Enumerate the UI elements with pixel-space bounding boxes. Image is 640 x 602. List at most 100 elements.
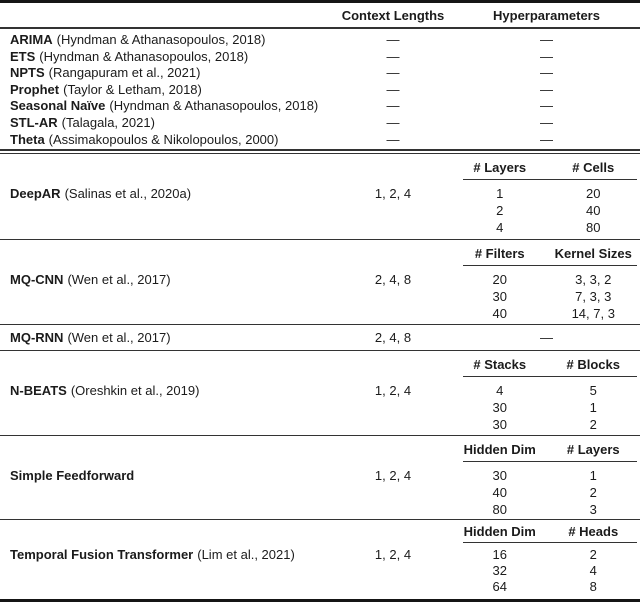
- model-name-cell: MQ-CNN (Wen et al., 2017): [0, 271, 333, 288]
- table-row: Simple Feedforward 1, 2, 4 30 1: [0, 467, 640, 484]
- context-length-value: 1, 2, 4: [374, 547, 412, 563]
- subcol-values: 32 4: [453, 563, 640, 579]
- subcol-header: Kernel Sizes: [554, 246, 632, 261]
- model-name-cell: [0, 202, 333, 219]
- subheader-spacer: [0, 524, 333, 539]
- subcol-header: # Layers: [566, 442, 620, 457]
- context-length-dash: —: [386, 65, 400, 81]
- table-row: MQ-RNN (Wen et al., 2017) 2, 4, 8 —: [0, 329, 640, 346]
- model-name-cell: Temporal Fusion Transformer (Lim et al., …: [0, 547, 333, 563]
- subheader-row: # Stacks # Blocks: [0, 351, 640, 376]
- hyperparameter-dash: —: [540, 330, 553, 345]
- model-name-cell: DeepAR (Salinas et al., 2020a): [0, 185, 333, 202]
- model-citation: (Rangapuram et al., 2021): [48, 65, 201, 81]
- table-row: Temporal Fusion Transformer (Lim et al., …: [0, 547, 640, 563]
- model-name-cell: [0, 399, 333, 416]
- table-row: STL-AR (Talagala, 2021) — —: [0, 115, 640, 132]
- section-body: Simple Feedforward 1, 2, 4 30 1 40 2 80 3: [0, 462, 640, 518]
- model-section: Hidden Dim # Layers Simple Feedforward 1, 2…: [0, 436, 640, 520]
- table-row: ARIMA (Hyndman & Athanasopoulos, 2018) — —: [0, 32, 640, 49]
- context-length-value: [333, 399, 453, 416]
- subcol-headers: # Stacks # Blocks: [453, 357, 640, 372]
- context-length-value: [333, 579, 453, 595]
- subcol-value: 14, 7, 3: [571, 306, 615, 322]
- model-name-cell: [0, 219, 333, 236]
- model-name-cell: [0, 416, 333, 433]
- model-citation: (Talagala, 2021): [61, 114, 155, 130]
- subcol-value: 30: [492, 289, 507, 305]
- table-row: 30 7, 3, 3: [0, 288, 640, 305]
- model-name-cell: [0, 579, 333, 595]
- subheader-spacer: [0, 246, 333, 261]
- subcol-values: 16 2: [453, 547, 640, 563]
- table-row: Prophet (Taylor & Letham, 2018) — —: [0, 82, 640, 99]
- context-length-value: 1, 2, 4: [374, 383, 412, 399]
- table-row: 40 14, 7, 3: [0, 305, 640, 322]
- model-name: Prophet: [10, 81, 60, 97]
- double-rule-line: [0, 152, 640, 154]
- hyperparameter-dash: —: [540, 114, 553, 130]
- hyperparameter-dash: —: [540, 81, 553, 97]
- subcol-values: 40 14, 7, 3: [453, 305, 640, 322]
- context-length-value: [333, 219, 453, 236]
- subcol-values: 30 1: [453, 399, 640, 416]
- subcol-value: 40: [492, 306, 507, 322]
- top-rule: [0, 0, 640, 3]
- context-length-value: 1, 2, 4: [374, 468, 412, 484]
- model-name: Theta: [10, 131, 45, 147]
- subheader-spacer: [333, 357, 453, 372]
- model-sections: # Layers # Cells DeepAR (Salinas et al., 20…: [0, 154, 640, 599]
- table-row: DeepAR (Salinas et al., 2020a) 1, 2, 4 1 20: [0, 185, 640, 202]
- model-name-cell: Seasonal Naïve (Hyndman & Athanasopoulos,…: [0, 98, 333, 115]
- context-length-value: [333, 484, 453, 501]
- context-length-value: [333, 563, 453, 579]
- hyperparameter-dash: —: [540, 32, 553, 47]
- table-row: 32 4: [0, 563, 640, 579]
- subcol-value: 30: [492, 468, 507, 484]
- model-name-cell: Prophet (Taylor & Letham, 2018): [0, 82, 333, 99]
- subcol-value: 2: [496, 203, 504, 219]
- header-rule: [0, 27, 640, 29]
- subcol-headers: Hidden Dim # Layers: [453, 442, 640, 457]
- model-section: Hidden Dim # Heads Temporal Fusion Transfo…: [0, 520, 640, 599]
- model-name-cell: Simple Feedforward: [0, 467, 333, 484]
- context-length-dash: —: [386, 48, 400, 64]
- subcol-value: 2: [589, 485, 597, 501]
- context-length-value: [333, 501, 453, 518]
- subcol-value: 4: [496, 383, 504, 399]
- subheader-underline: [463, 461, 637, 463]
- model-citation: (Salinas et al., 2020a): [64, 186, 192, 202]
- subcol-value: 1: [589, 468, 597, 484]
- model-citation: (Hyndman & Athanasopoulos, 2018): [109, 98, 319, 114]
- subcol-value: 80: [492, 502, 507, 518]
- subcol-value: 40: [492, 485, 507, 501]
- context-lengths-header: Context Lengths: [341, 7, 445, 23]
- section-body: DeepAR (Salinas et al., 2020a) 1, 2, 4 1 20 2…: [0, 180, 640, 236]
- model-citation: (Wen et al., 2017): [67, 330, 171, 345]
- subcol-value: 20: [492, 272, 507, 288]
- section-rule: [0, 323, 640, 325]
- subcol-values: 40 2: [453, 484, 640, 501]
- model-citation: (Lim et al., 2021): [197, 547, 295, 563]
- subcol-value: 1: [496, 186, 504, 202]
- subcol-header: Hidden Dim: [463, 442, 536, 457]
- context-length-dash: —: [386, 81, 400, 97]
- subcol-header: # Stacks: [473, 357, 527, 372]
- subheader-row: # Layers # Cells: [0, 154, 640, 179]
- model-name: NPTS: [10, 65, 45, 81]
- model-name-cell: [0, 563, 333, 579]
- subcol-value: 16: [492, 547, 507, 563]
- subcol-values: 1 20: [453, 185, 640, 202]
- model-name: N-BEATS: [10, 383, 67, 399]
- subheader-row: # Filters Kernel Sizes: [0, 240, 640, 265]
- subcol-value: 64: [492, 579, 507, 595]
- subcol-value: 2: [589, 417, 597, 433]
- subcol-values: 4 80: [453, 219, 640, 236]
- section-rule: [0, 434, 640, 436]
- section-body: Temporal Fusion Transformer (Lim et al., …: [0, 543, 640, 595]
- subcol-value: 7, 3, 3: [575, 289, 612, 305]
- subheader-row: Hidden Dim # Layers: [0, 436, 640, 461]
- context-length-dash: —: [386, 114, 400, 130]
